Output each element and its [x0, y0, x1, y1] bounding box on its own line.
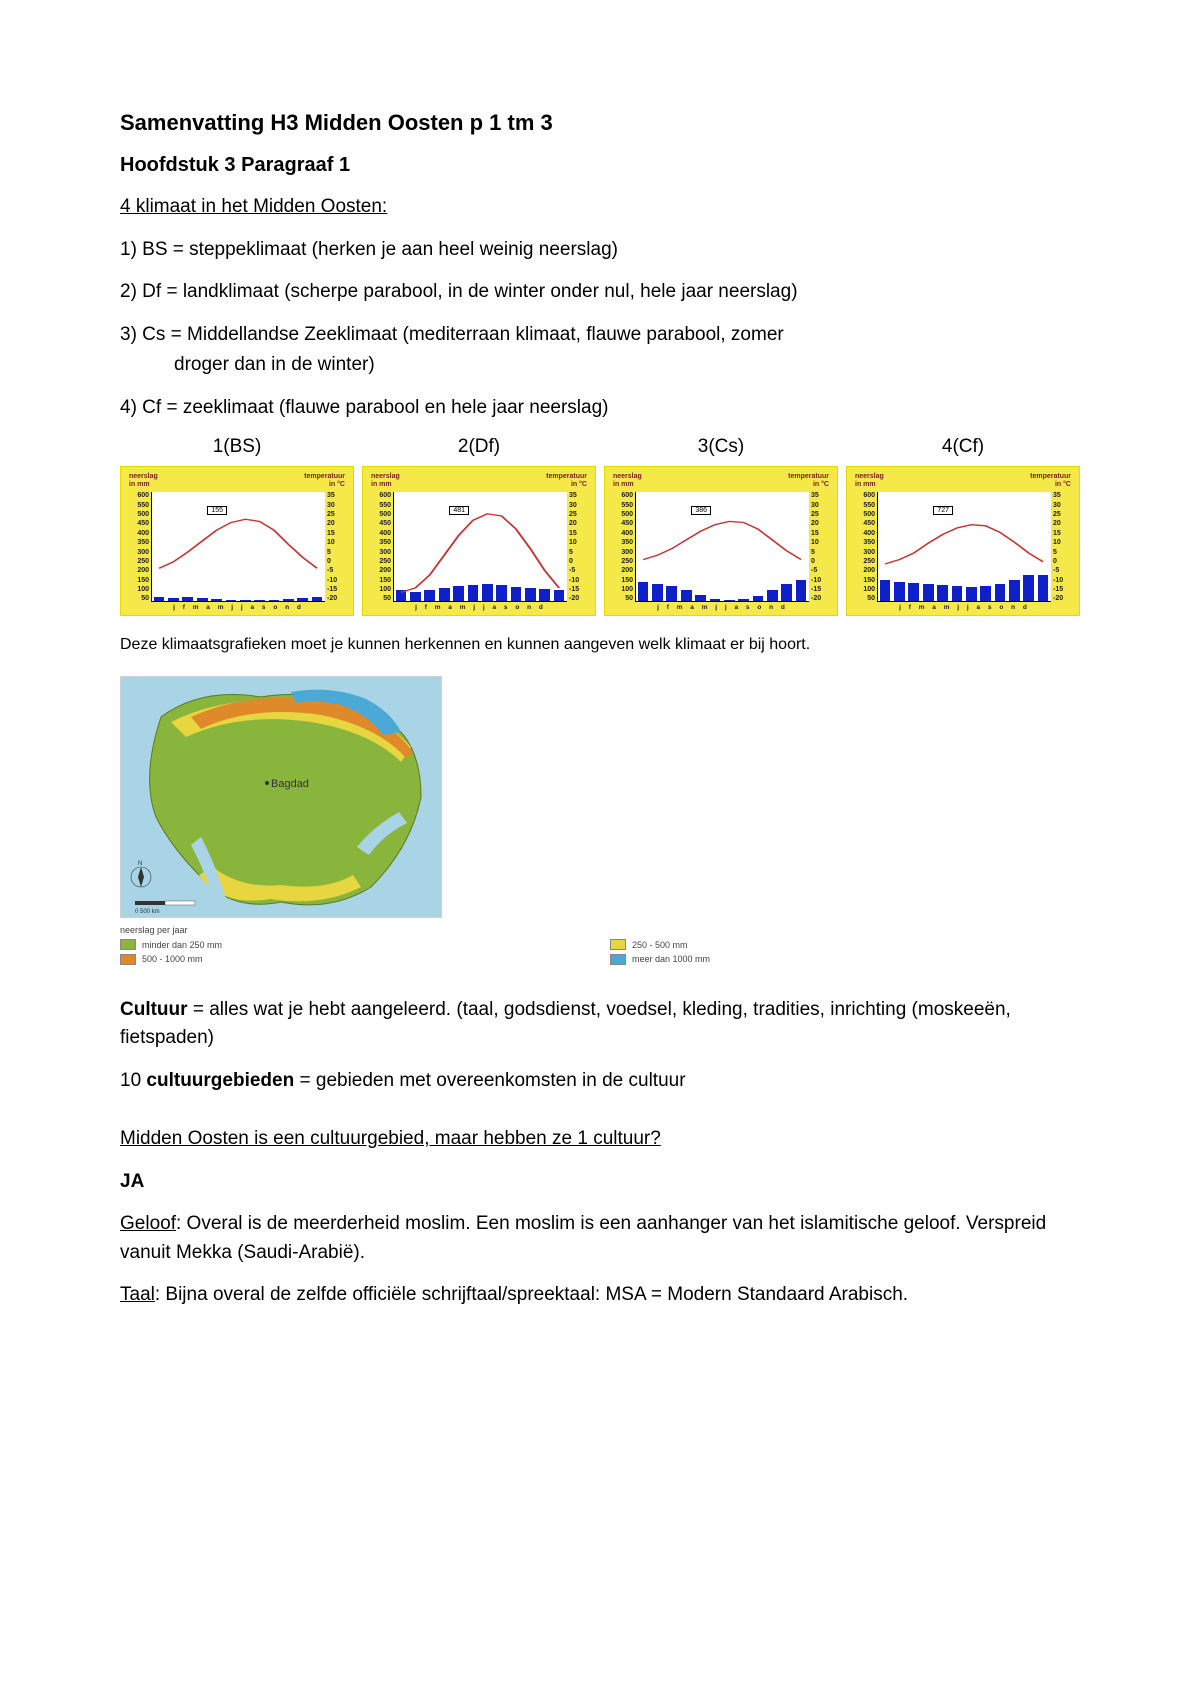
- climate-chart-4: 4(Cf) neerslag in mmtemperatuur in °C6005…: [846, 436, 1080, 616]
- climate-item-2: 2) Df = landklimaat (scherpe parabool, i…: [120, 278, 1080, 307]
- chart-label: 1(BS): [213, 436, 262, 458]
- chart-label: 2(Df): [458, 436, 500, 458]
- climate-item-3a: 3) Cs = Middellandse Zeeklimaat (mediter…: [120, 321, 1080, 350]
- regions-text: = gebieden met overeenkomsten in de cult…: [294, 1070, 685, 1091]
- document-page: Samenvatting H3 Midden Oosten p 1 tm 3 H…: [0, 0, 1200, 1698]
- climate-item-4: 4) Cf = zeeklimaat (flauwe parabool en h…: [120, 394, 1080, 423]
- regions-label: cultuurgebieden: [146, 1070, 294, 1091]
- section-heading: 4 klimaat in het Midden Oosten:: [120, 193, 1080, 222]
- climate-charts-row: 1(BS) neerslag in mmtemperatuur in °C6005…: [120, 436, 1080, 616]
- taal-label: Taal: [120, 1284, 155, 1305]
- main-title: Samenvatting H3 Midden Oosten p 1 tm 3: [120, 110, 1080, 136]
- climate-chart-1: 1(BS) neerslag in mmtemperatuur in °C6005…: [120, 436, 354, 616]
- ja-answer: JA: [120, 1168, 1080, 1197]
- middle-east-map: Bagdad N 0 500 km: [120, 676, 440, 916]
- culture-definition: Cultuur = alles wat je hebt aangeleerd. …: [120, 996, 1080, 1053]
- svg-text:N: N: [138, 861, 142, 867]
- taal-paragraph: Taal: Bijna overal de zelfde officiële s…: [120, 1281, 1080, 1310]
- regions-definition: 10 cultuurgebieden = gebieden met overee…: [120, 1067, 1080, 1096]
- chart-caption: Deze klimaatsgrafieken moet je kunnen he…: [120, 636, 1080, 654]
- geloof-paragraph: Geloof: Overal is de meerderheid moslim.…: [120, 1210, 1080, 1267]
- chart-box: neerslag in mmtemperatuur in °C600550500…: [120, 466, 354, 616]
- culture-label: Cultuur: [120, 999, 188, 1020]
- climate-chart-2: 2(Df) neerslag in mmtemperatuur in °C6005…: [362, 436, 596, 616]
- taal-text: : Bijna overal de zelfde officiële schri…: [155, 1284, 908, 1305]
- map-legend: neerslag per jaarminder dan 250 mm250 - …: [120, 924, 1080, 966]
- map-svg: Bagdad N 0 500 km: [120, 676, 442, 918]
- chart-label: 4(Cf): [942, 436, 984, 458]
- geloof-label: Geloof: [120, 1213, 176, 1234]
- ten-prefix: 10: [120, 1070, 146, 1091]
- geloof-text: : Overal is de meerderheid moslim. Een m…: [120, 1213, 1046, 1263]
- climate-chart-3: 3(Cs) neerslag in mmtemperatuur in °C6005…: [604, 436, 838, 616]
- culture-question: Midden Oosten is een cultuurgebied, maar…: [120, 1125, 1080, 1154]
- chart-box: neerslag in mmtemperatuur in °C600550500…: [604, 466, 838, 616]
- chart-box: neerslag in mmtemperatuur in °C600550500…: [846, 466, 1080, 616]
- climate-item-3b: droger dan in de winter): [174, 351, 1080, 380]
- climate-item-1: 1) BS = steppeklimaat (herken je aan hee…: [120, 236, 1080, 265]
- chart-label: 3(Cs): [698, 436, 744, 458]
- map-label-baghdad: Bagdad: [271, 778, 309, 790]
- culture-text: = alles wat je hebt aangeleerd. (taal, g…: [120, 999, 1011, 1049]
- sub-title: Hoofdstuk 3 Paragraaf 1: [120, 154, 1080, 177]
- chart-box: neerslag in mmtemperatuur in °C600550500…: [362, 466, 596, 616]
- svg-text:0 500 km: 0 500 km: [135, 909, 160, 915]
